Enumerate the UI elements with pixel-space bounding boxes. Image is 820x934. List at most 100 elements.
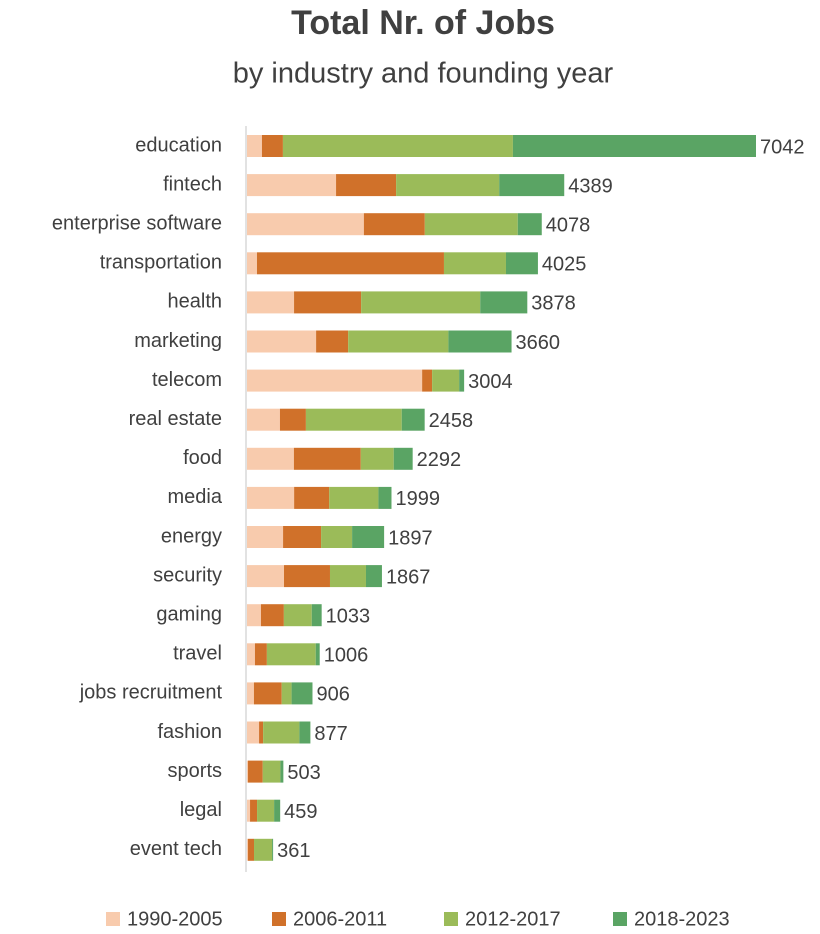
bar-segment	[459, 369, 465, 392]
legend-swatch	[444, 912, 458, 926]
bar-segment	[448, 330, 512, 353]
bar-segment	[293, 447, 361, 470]
category-label: legal	[180, 799, 222, 821]
bar-segment	[281, 682, 292, 705]
bar-segment	[360, 447, 394, 470]
bar-segment	[260, 604, 284, 627]
bar-segment	[315, 643, 320, 666]
total-label: 459	[284, 801, 317, 823]
bar-segment	[247, 174, 337, 197]
bar-segment	[284, 565, 330, 588]
total-label: 503	[287, 762, 320, 784]
bar-segment	[505, 252, 538, 275]
chart-title: Total Nr. of Jobs	[291, 4, 555, 42]
bar-segment	[393, 447, 413, 470]
total-label: 7042	[760, 136, 805, 158]
bar-segment	[247, 565, 285, 588]
bar-segment	[499, 174, 565, 197]
bar-segment	[261, 135, 283, 157]
bar-segment	[422, 369, 433, 392]
bar-segment	[361, 291, 481, 314]
bar-segment	[316, 330, 349, 353]
total-label: 1867	[386, 566, 431, 588]
bar-segment	[512, 135, 756, 157]
bar-segment	[262, 760, 281, 783]
bar-segment	[247, 252, 257, 275]
legend-swatch	[106, 912, 120, 926]
bar-segment	[247, 526, 284, 548]
category-label: travel	[173, 643, 222, 665]
legend-label: 2018-2023	[634, 908, 730, 930]
bar-segment	[396, 174, 500, 197]
bar-segment	[348, 330, 449, 353]
bar-segment	[257, 799, 275, 822]
category-label: food	[183, 447, 222, 469]
total-label: 3660	[516, 332, 561, 354]
total-label: 1897	[388, 527, 433, 549]
total-label: 3004	[468, 371, 513, 393]
bar-segment	[253, 682, 282, 705]
bar-segment	[256, 252, 444, 275]
bar-segment	[247, 408, 280, 431]
bar-segment	[299, 721, 311, 744]
bar-segment	[443, 252, 506, 275]
legend-swatch	[272, 912, 286, 926]
category-label: marketing	[134, 330, 222, 352]
total-label: 2458	[429, 410, 474, 432]
bar-segment	[311, 604, 322, 627]
bar-segment	[294, 486, 330, 509]
category-label: security	[153, 564, 222, 586]
bar-segment	[247, 604, 261, 627]
bar-segment	[283, 604, 312, 627]
category-label: fintech	[163, 173, 222, 195]
category-label: jobs recruitment	[79, 682, 223, 704]
bar-segment	[247, 760, 249, 783]
bar-segment	[254, 838, 273, 861]
bar-segment	[248, 760, 263, 783]
bar-segment	[321, 526, 353, 548]
bar-segment	[336, 174, 397, 197]
category-label: transportation	[100, 252, 222, 274]
category-label: gaming	[156, 603, 222, 625]
bar-segment	[263, 721, 300, 744]
bar-segment	[432, 369, 460, 392]
total-label: 4389	[568, 175, 613, 197]
bar-segment	[280, 760, 284, 783]
total-label: 877	[314, 723, 347, 745]
bar-segment	[247, 682, 254, 705]
category-label: media	[168, 486, 223, 508]
bar-segment	[279, 408, 306, 431]
bar-segment	[247, 447, 294, 470]
bar-segment	[294, 291, 362, 314]
bar-segment	[247, 291, 295, 314]
bar-segment	[266, 643, 316, 666]
category-label: real estate	[129, 408, 222, 430]
bar-segment	[378, 486, 392, 509]
category-label: event tech	[130, 838, 222, 860]
total-label: 1999	[395, 488, 440, 510]
total-label: 3878	[531, 293, 576, 315]
bar-segment	[272, 838, 274, 861]
category-label: fashion	[158, 721, 223, 743]
bar-segment	[283, 526, 322, 548]
legend-label: 1990-2005	[127, 908, 223, 930]
category-label: telecom	[152, 369, 222, 391]
chart-subtitle: by industry and founding year	[233, 58, 614, 90]
bar-segment	[282, 135, 513, 157]
legend-label: 2006-2011	[293, 908, 387, 930]
total-label: 4025	[542, 254, 587, 276]
bar-segment	[254, 643, 267, 666]
category-label: education	[135, 134, 222, 156]
bar-segment	[352, 526, 385, 548]
legend-swatch	[613, 912, 627, 926]
legend-label: 2012-2017	[465, 908, 561, 930]
bar-segment	[517, 213, 542, 236]
bar-segment	[329, 486, 379, 509]
bar-segment	[247, 486, 295, 509]
bar-segment	[365, 565, 382, 588]
bar-segment	[247, 330, 317, 353]
bar-segment	[247, 213, 364, 236]
total-label: 2292	[417, 449, 462, 471]
bar-segment	[401, 408, 425, 431]
bar-segment	[247, 135, 262, 157]
